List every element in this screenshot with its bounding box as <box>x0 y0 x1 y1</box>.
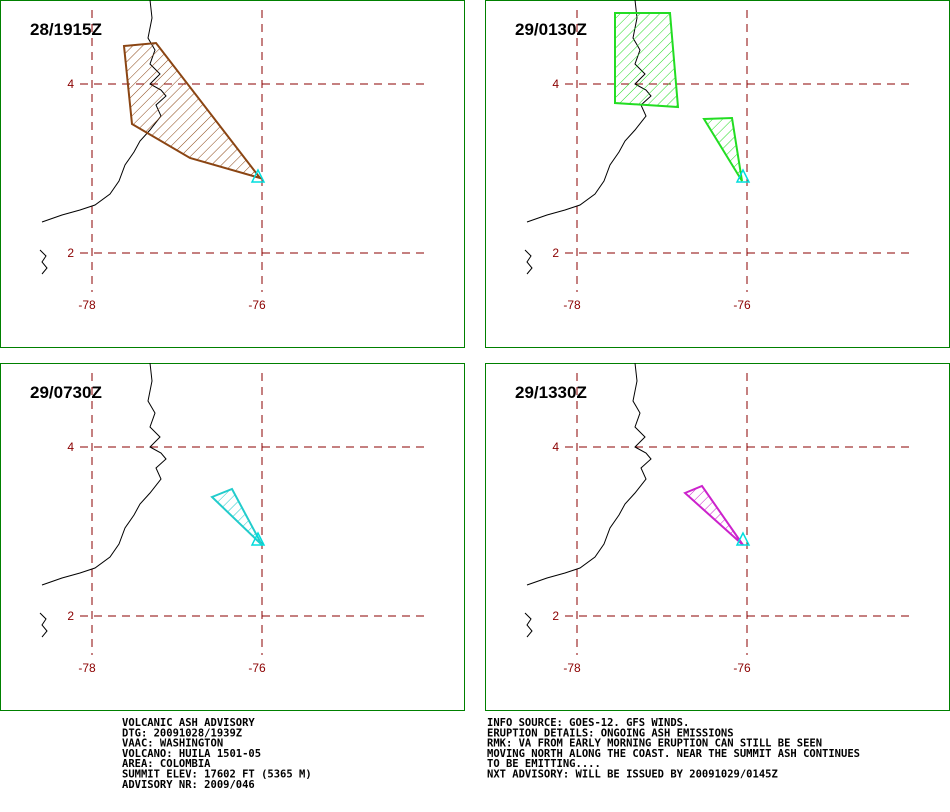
ash-plume <box>683 484 744 546</box>
coastline <box>39 249 48 275</box>
panel-border <box>0 363 465 711</box>
latitude-label: 4 <box>552 77 559 91</box>
map-panel: 4 2 -78 -76 28/1915Z <box>0 0 465 348</box>
advisory-line: MOVING NORTH ALONG THE COAST. NEAR THE S… <box>487 748 860 760</box>
advisory-line: VAAC: WASHINGTON <box>122 738 223 750</box>
latitude-label: 4 <box>67 77 74 91</box>
ash-plume <box>702 116 743 182</box>
panel-border <box>485 363 950 711</box>
latitude-label: 2 <box>552 246 559 260</box>
coastline <box>526 362 652 586</box>
advisory-line: AREA: COLOMBIA <box>122 758 211 770</box>
ash-plume <box>122 41 263 180</box>
map-panel: 4 2 -78 -76 29/1330Z <box>485 362 950 711</box>
advisory-line: TO BE EMITTING.... <box>487 758 601 770</box>
advisory-line: ADVISORY NR: 2009/046 <box>122 779 255 791</box>
ash-plume <box>614 12 680 109</box>
longitude-label: -76 <box>733 298 751 312</box>
volcano-marker <box>250 531 266 546</box>
advisory-line: VOLCANO: HUILA 1501-05 <box>122 748 261 760</box>
volcano-marker <box>735 168 751 183</box>
advisory-line: INFO SOURCE: GOES-12. GFS WINDS. <box>487 717 689 729</box>
panel-time: 29/0730Z <box>30 383 102 402</box>
longitude-label: -78 <box>563 298 581 312</box>
volcano-marker <box>735 531 751 546</box>
longitude-label: -78 <box>78 661 96 675</box>
longitude-label: -76 <box>248 661 266 675</box>
coastline <box>524 249 533 275</box>
coastline <box>41 362 167 586</box>
latitude-label: 2 <box>67 246 74 260</box>
coastline <box>524 612 533 638</box>
advisory-line: SUMMIT ELEV: 17602 FT (5365 M) <box>122 769 312 781</box>
panel-border <box>485 0 950 348</box>
longitude-label: -78 <box>78 298 96 312</box>
longitude-label: -76 <box>733 661 751 675</box>
latitude-label: 2 <box>67 609 74 623</box>
volcano-marker <box>250 168 266 183</box>
panel-border <box>0 0 465 348</box>
panel-time: 29/0130Z <box>515 20 587 39</box>
advisory-line: VOLCANIC ASH ADVISORY <box>122 717 255 729</box>
map-panel: 4 2 -78 -76 29/0730Z <box>0 362 465 711</box>
advisory-line: ERUPTION DETAILS: ONGOING ASH EMISSIONS <box>487 727 734 739</box>
advisory-line: DTG: 20091028/1939Z <box>122 727 242 739</box>
advisory-line: RMK: VA FROM EARLY MORNING ERUPTION CAN … <box>487 738 822 750</box>
advisory-line: NXT ADVISORY: WILL BE ISSUED BY 20091029… <box>487 769 778 781</box>
panel-time: 28/1915Z <box>30 20 102 39</box>
panel-time: 29/1330Z <box>515 383 587 402</box>
coastline <box>39 612 48 638</box>
latitude-label: 2 <box>552 609 559 623</box>
map-panel: 4 2 -78 -76 29/0130Z <box>485 0 950 348</box>
latitude-label: 4 <box>552 440 559 454</box>
longitude-label: -76 <box>248 298 266 312</box>
latitude-label: 4 <box>67 440 74 454</box>
ash-plume <box>210 487 263 546</box>
longitude-label: -78 <box>563 661 581 675</box>
